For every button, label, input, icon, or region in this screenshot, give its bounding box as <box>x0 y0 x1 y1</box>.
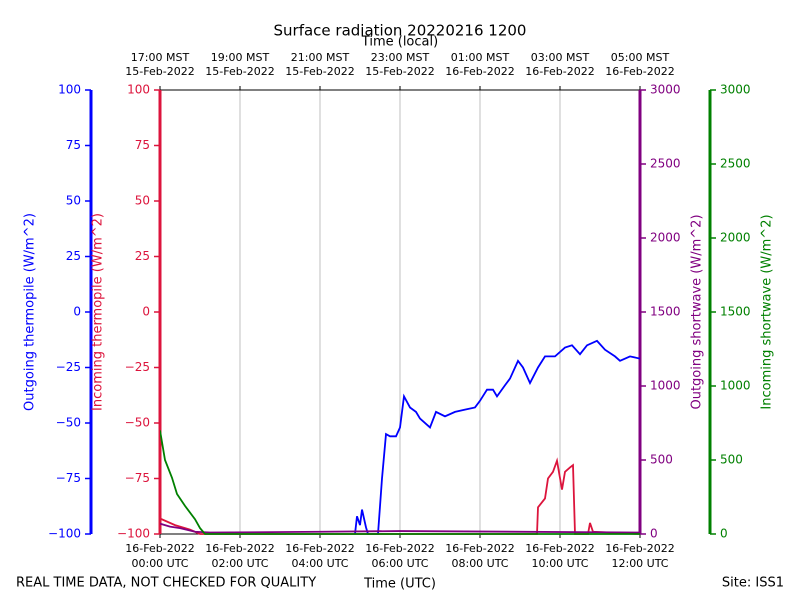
x2-tick-label: 03:00 MST <box>531 51 590 64</box>
x-tick-label: 12:00 UTC <box>611 557 668 570</box>
x2-tick-label: 01:00 MST <box>451 51 510 64</box>
x2-tick-label: 16-Feb-2022 <box>605 65 674 78</box>
y-tick-label: 1000 <box>720 379 751 393</box>
y-tick-label: 25 <box>66 249 81 263</box>
y-tick-label: −100 <box>48 527 81 541</box>
x-tick-label: 08:00 UTC <box>451 557 508 570</box>
data-line <box>354 339 640 535</box>
x-tick-label: 16-Feb-2022 <box>445 542 514 555</box>
x-tick-label: 16-Feb-2022 <box>365 542 434 555</box>
y-tick-label: 0 <box>720 527 728 541</box>
y-tick-label: 1500 <box>650 305 681 319</box>
y-tick-label: 0 <box>142 305 150 319</box>
x2-tick-label: 19:00 MST <box>211 51 270 64</box>
x-tick-label: 04:00 UTC <box>291 557 348 570</box>
y-tick-label: −50 <box>125 416 150 430</box>
y-tick-label: 3000 <box>720 83 751 97</box>
y-tick-label: 50 <box>66 194 81 208</box>
x-tick-label: 06:00 UTC <box>371 557 428 570</box>
x2-axis-label: Time (local) <box>361 35 438 50</box>
y-tick-label: 500 <box>650 453 673 467</box>
y-tick-label: 100 <box>127 83 150 97</box>
x-tick-label: 16-Feb-2022 <box>605 542 674 555</box>
x-tick-label: 16-Feb-2022 <box>205 542 274 555</box>
y-tick-label: 2000 <box>650 231 681 245</box>
site-label: Site: ISS1 <box>722 576 784 591</box>
y-axis-label: Outgoing thermopile (W/m^2) <box>23 213 38 411</box>
x-tick-label: 10:00 UTC <box>531 557 588 570</box>
x2-tick-label: 15-Feb-2022 <box>285 65 354 78</box>
y-tick-label: −25 <box>125 360 150 374</box>
y-tick-label: 500 <box>720 453 743 467</box>
x-tick-label: 00:00 UTC <box>131 557 188 570</box>
y-tick-label: 3000 <box>650 83 681 97</box>
y-tick-label: 1000 <box>650 379 681 393</box>
y-tick-label: 0 <box>73 305 81 319</box>
y-tick-label: 2500 <box>720 157 751 171</box>
x2-tick-label: 05:00 MST <box>611 51 670 64</box>
y-tick-label: 75 <box>135 138 150 152</box>
x2-tick-label: 21:00 MST <box>291 51 350 64</box>
y-axis-label: Incoming thermopile (W/m^2) <box>91 213 106 411</box>
x-tick-label: 16-Feb-2022 <box>125 542 194 555</box>
x2-tick-label: 16-Feb-2022 <box>445 65 514 78</box>
y-tick-label: −75 <box>125 471 150 485</box>
x2-tick-label: 23:00 MST <box>371 51 430 64</box>
x2-tick-label: 15-Feb-2022 <box>125 65 194 78</box>
x2-tick-label: 15-Feb-2022 <box>365 65 434 78</box>
x-tick-label: 02:00 UTC <box>211 557 268 570</box>
y-tick-label: 75 <box>66 138 81 152</box>
y-axis-label: Incoming shortwave (W/m^2) <box>760 214 775 409</box>
data-line <box>160 430 640 535</box>
y-tick-label: −25 <box>56 360 81 374</box>
y-tick-label: 50 <box>135 194 150 208</box>
y-tick-label: 25 <box>135 249 150 263</box>
x2-tick-label: 17:00 MST <box>131 51 190 64</box>
y-tick-label: 1500 <box>720 305 751 319</box>
y-tick-label: 2500 <box>650 157 681 171</box>
x2-tick-label: 16-Feb-2022 <box>525 65 594 78</box>
x-axis-label: Time (UTC) <box>363 577 436 592</box>
y-tick-label: 100 <box>58 83 81 97</box>
x2-tick-label: 15-Feb-2022 <box>205 65 274 78</box>
x-tick-label: 16-Feb-2022 <box>525 542 594 555</box>
y-tick-label: 0 <box>650 527 658 541</box>
y-axis-label: Outgoing shortwave (W/m^2) <box>690 214 705 409</box>
x-tick-label: 16-Feb-2022 <box>285 542 354 555</box>
footer-note: REAL TIME DATA, NOT CHECKED FOR QUALITY <box>16 576 316 591</box>
y-tick-label: −75 <box>56 471 81 485</box>
y-tick-label: 2000 <box>720 231 751 245</box>
chart-title: Surface radiation 20220216 1200 <box>274 22 527 40</box>
y-tick-label: −100 <box>117 527 150 541</box>
plot-area <box>160 339 640 535</box>
y-tick-label: −50 <box>56 416 81 430</box>
